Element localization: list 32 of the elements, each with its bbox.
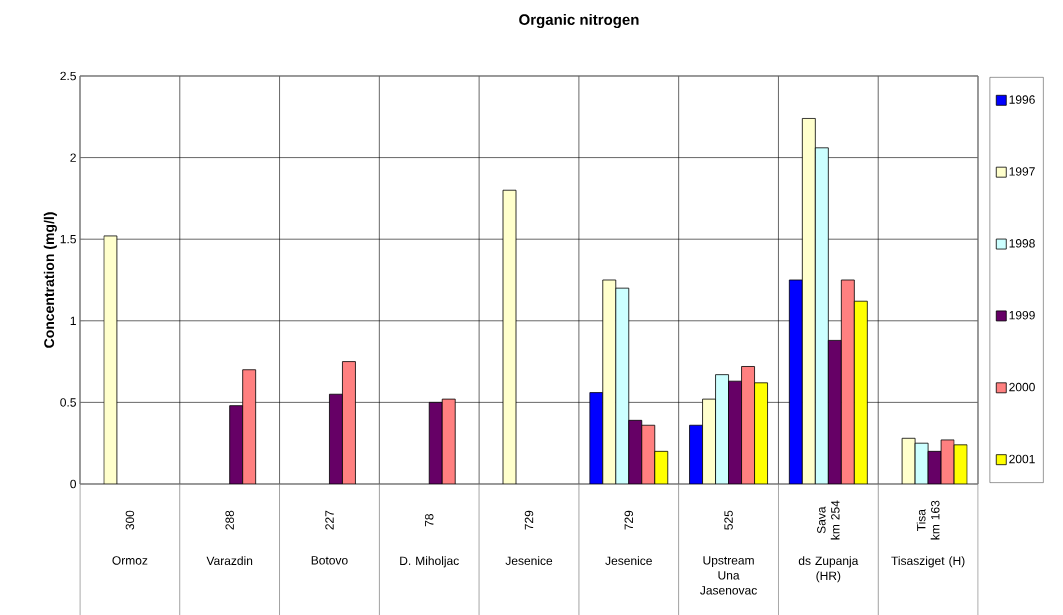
legend-label: 2000 [1009, 382, 1035, 392]
chart-title: Organic nitrogen [519, 13, 639, 29]
legend-label: 1999 [1009, 311, 1035, 320]
x-tick-label: Jesenice [605, 556, 652, 565]
x-tick-label: Botovo [311, 556, 348, 565]
legend-label: 1998 [1009, 239, 1035, 248]
text: Sava km 254 [817, 500, 840, 540]
text: 78 [424, 514, 434, 527]
y-axis-title: Concentration (mg/l) [43, 212, 57, 348]
text: 525 [724, 510, 733, 530]
legend-label: 1996 [1009, 95, 1035, 104]
text: 227 [325, 510, 334, 530]
x-tick-label: Varazdin [206, 556, 253, 565]
text: Tisa km 163 [916, 500, 940, 540]
x-tick-label: Ormoz [112, 556, 148, 565]
y-tick-label: 0 [70, 479, 77, 489]
text: 300 [125, 510, 135, 530]
x-tick-label: Upstream Una Jasenovac [700, 556, 757, 595]
y-tick-label: 0.5 [60, 398, 76, 407]
x-tick-label: D. Miholjac [400, 556, 459, 568]
legend-label: 2001 [1009, 454, 1035, 464]
legend-label: 1997 [1009, 167, 1035, 176]
text: 288 [225, 510, 234, 530]
text: 729 [624, 510, 634, 530]
y-tick-label: 2.5 [60, 71, 76, 81]
x-tick-label: Jesenice [505, 556, 553, 565]
x-tick-label: Tisasziget (H) [891, 556, 965, 568]
y-tick-label: 2 [70, 153, 76, 162]
text: 729 [524, 510, 534, 530]
y-tick-label: 1 [70, 316, 76, 325]
x-tick-label: ds Zupanja (HR) [798, 556, 859, 583]
y-tick-label: 1.5 [60, 235, 76, 244]
